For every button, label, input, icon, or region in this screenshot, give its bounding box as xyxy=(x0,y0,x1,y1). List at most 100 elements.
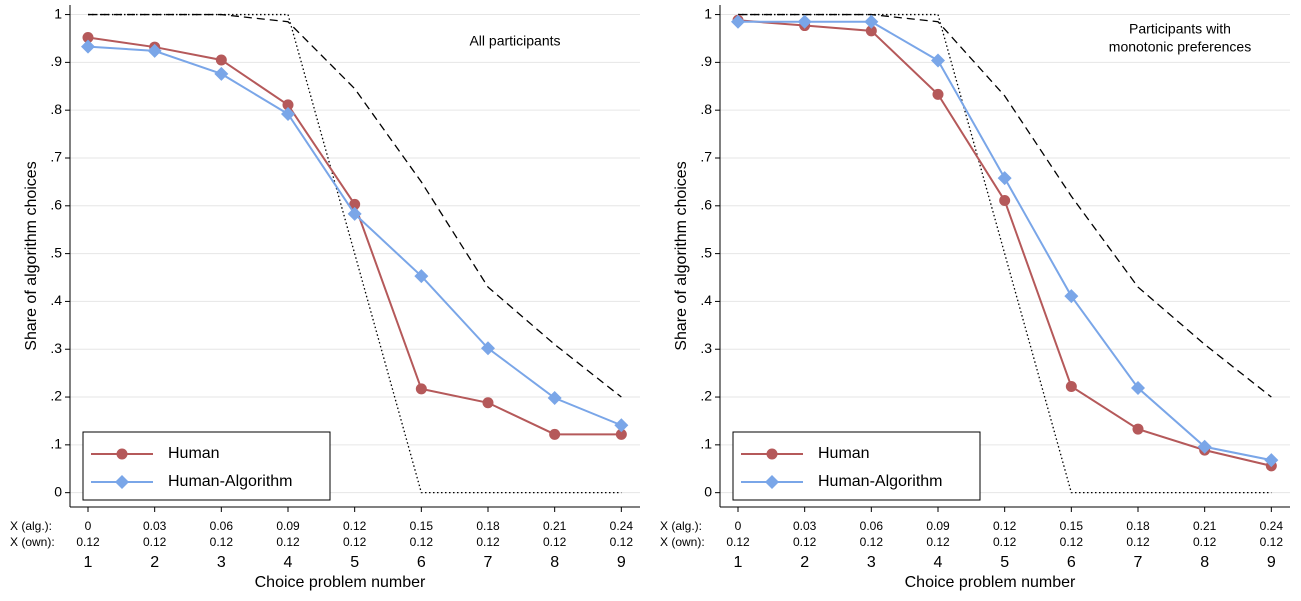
y-tick-label: .8 xyxy=(700,101,712,117)
x-alg-value: 0.12 xyxy=(343,519,367,533)
x-own-value: 0.12 xyxy=(1126,535,1150,549)
series-line xyxy=(88,13,622,398)
legend-marker xyxy=(766,448,778,460)
legend-label: Human xyxy=(168,445,220,462)
x-own-value: 0.12 xyxy=(476,535,500,549)
x-own-value: 0.12 xyxy=(276,535,300,549)
x-tick-label: 7 xyxy=(484,554,493,571)
x-alg-value: 0.24 xyxy=(1260,519,1284,533)
y-tick-label: .3 xyxy=(700,340,712,356)
y-axis-label: Share of algorithm choices xyxy=(23,161,40,350)
y-tick-label: .2 xyxy=(50,388,62,404)
x-own-value: 0.12 xyxy=(343,535,367,549)
x-own-value: 0.12 xyxy=(610,535,634,549)
y-tick-label: .1 xyxy=(50,436,62,452)
series-line xyxy=(738,20,1272,462)
x-own-row-label: X (own): xyxy=(10,535,55,549)
data-point xyxy=(349,198,361,210)
annotation: Participants with xyxy=(1129,21,1231,37)
x-tick-label: 6 xyxy=(417,554,426,571)
x-alg-row-label: X (alg.): xyxy=(660,519,702,533)
data-point xyxy=(347,206,362,221)
data-point xyxy=(614,418,629,433)
x-own-value: 0.12 xyxy=(1060,535,1084,549)
x-tick-label: 3 xyxy=(217,554,226,571)
x-own-value: 0.12 xyxy=(543,535,567,549)
x-tick-label: 5 xyxy=(350,554,359,571)
data-point xyxy=(481,341,495,356)
x-alg-value: 0.18 xyxy=(476,519,500,533)
data-point xyxy=(999,195,1011,207)
series-line xyxy=(87,36,622,436)
x-alg-value: 0.03 xyxy=(793,519,817,533)
x-axis-label: Choice problem number xyxy=(255,574,426,591)
legend-label: Human xyxy=(818,445,870,462)
x-alg-value: 0.21 xyxy=(543,519,567,533)
y-tick-label: .7 xyxy=(50,149,62,165)
y-tick-label: .5 xyxy=(700,244,712,260)
x-alg-row-label: X (alg.): xyxy=(10,519,52,533)
data-point xyxy=(214,66,229,81)
x-alg-value: 0.18 xyxy=(1126,519,1150,533)
x-own-value: 0.12 xyxy=(76,535,100,549)
series-line xyxy=(737,19,1272,467)
x-alg-value: 0.15 xyxy=(1060,519,1084,533)
x-tick-label: 3 xyxy=(867,554,876,571)
x-tick-label: 4 xyxy=(284,554,293,571)
y-tick-label: .6 xyxy=(700,197,712,213)
data-point xyxy=(932,88,944,100)
y-tick-label: .2 xyxy=(700,388,712,404)
y-tick-label: .5 xyxy=(50,244,62,260)
data-point xyxy=(1064,289,1079,304)
data-point xyxy=(997,171,1012,186)
x-alg-value: 0.15 xyxy=(410,519,434,533)
x-own-value: 0.12 xyxy=(1193,535,1217,549)
data-point xyxy=(549,428,561,440)
y-tick-label: 1 xyxy=(54,5,62,21)
x-alg-value: 0.03 xyxy=(143,519,167,533)
data-point xyxy=(864,14,879,29)
x-tick-label: 8 xyxy=(550,554,559,571)
y-tick-label: .6 xyxy=(50,197,62,213)
legend-box xyxy=(82,431,331,501)
data-point xyxy=(865,25,877,37)
data-point xyxy=(931,53,945,68)
x-tick-label: 9 xyxy=(1267,554,1276,571)
data-point xyxy=(281,107,295,122)
x-tick-label: 2 xyxy=(800,554,809,571)
annotation: monotonic preferences xyxy=(1109,39,1251,55)
x-own-value: 0.12 xyxy=(210,535,234,549)
legend-label: Human-Algorithm xyxy=(168,473,292,490)
y-tick-label: .4 xyxy=(700,292,712,308)
y-tick-label: .9 xyxy=(700,53,712,69)
x-tick-label: 1 xyxy=(734,554,743,571)
x-own-value: 0.12 xyxy=(726,535,750,549)
data-point xyxy=(547,390,562,405)
x-own-value: 0.12 xyxy=(143,535,167,549)
series-line xyxy=(738,13,1272,494)
x-alg-value: 0.12 xyxy=(993,519,1017,533)
series-line xyxy=(88,13,622,494)
x-own-value: 0.12 xyxy=(793,535,817,549)
x-own-value: 0.12 xyxy=(926,535,950,549)
legend-label: Human-Algorithm xyxy=(818,473,942,490)
x-tick-label: 8 xyxy=(1200,554,1209,571)
data-point xyxy=(1132,423,1144,435)
x-tick-label: 9 xyxy=(617,554,626,571)
y-tick-label: .1 xyxy=(700,436,712,452)
x-own-row-label: X (own): xyxy=(660,535,705,549)
legend-box xyxy=(732,431,981,501)
x-axis-label: Choice problem number xyxy=(905,574,1076,591)
data-point xyxy=(415,383,427,395)
y-tick-label: .8 xyxy=(50,101,62,117)
y-tick-label: .4 xyxy=(50,292,62,308)
x-tick-label: 1 xyxy=(84,554,93,571)
x-own-value: 0.12 xyxy=(410,535,434,549)
y-tick-label: .3 xyxy=(50,340,62,356)
x-alg-value: 0.09 xyxy=(276,519,300,533)
x-alg-value: 0 xyxy=(85,519,92,533)
data-point xyxy=(1197,439,1212,454)
x-own-value: 0.12 xyxy=(993,535,1017,549)
data-point xyxy=(482,397,494,409)
